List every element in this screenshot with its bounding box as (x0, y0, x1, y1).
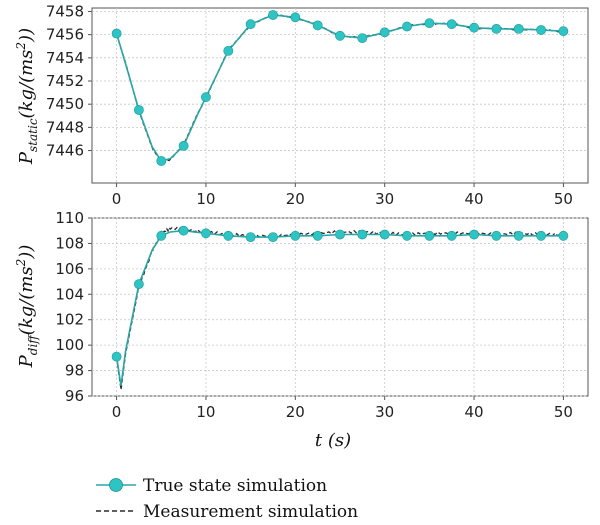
x-axis-label: t (s) (315, 430, 351, 451)
data-point-true-state (312, 230, 323, 241)
data-point-true-state (335, 229, 345, 240)
legend: True state simulation Measurement simula… (96, 476, 358, 522)
data-point-true-state (312, 20, 323, 31)
data-point-true-state (379, 229, 390, 240)
legend-item-true-state: True state simulation (96, 476, 327, 496)
data-point-true-state (111, 28, 122, 39)
top-y-axis-label: Pstatic(kg/(ms2)) (14, 28, 40, 165)
data-point-true-state (536, 25, 546, 35)
top-x-ticks: 0 10 20 30 40 50 (112, 183, 573, 208)
y-tick-label: 104 (55, 285, 84, 303)
x-tick-label: 10 (196, 403, 215, 421)
data-point-true-state (536, 230, 546, 241)
data-point-true-state (223, 230, 234, 241)
data-point-true-state (290, 230, 301, 241)
data-point-true-state (446, 230, 457, 241)
x-tick-label: 20 (286, 190, 305, 208)
y-tick-label: 7452 (46, 72, 84, 90)
top-panel: 7446 7448 7450 7452 7454 7456 7458 0 10 20 30 40 50… (14, 2, 589, 208)
y-tick-label: 96 (65, 387, 84, 405)
data-point-true-state (268, 10, 278, 20)
y-tick-label: 108 (55, 234, 84, 252)
y-tick-label: 7446 (46, 142, 84, 160)
bottom-x-ticks: 0 10 20 30 40 50 (112, 396, 573, 421)
data-point-true-state (402, 21, 412, 32)
y-tick-label: 100 (55, 336, 84, 354)
x-tick-label: 40 (465, 190, 484, 208)
data-point-true-state (558, 230, 569, 241)
y-tick-label: 7454 (46, 49, 84, 67)
y-tick-label: 102 (55, 311, 84, 329)
bottom-plot-frame (91, 217, 589, 397)
legend-true-marker (109, 478, 123, 492)
data-point-true-state (424, 230, 435, 241)
y-tick-label: 7456 (46, 26, 84, 44)
bottom-grid (92, 217, 588, 397)
data-point-true-state (200, 228, 211, 239)
top-y-ticks: 7446 7448 7450 7452 7454 7456 7458 (46, 2, 92, 160)
data-point-true-state (513, 23, 524, 34)
data-point-true-state (245, 19, 256, 30)
y-tick-label: 106 (55, 260, 84, 278)
data-point-true-state (178, 225, 189, 236)
top-plot-frame (91, 7, 589, 184)
x-tick-label: 50 (554, 190, 573, 208)
x-tick-label: 0 (112, 190, 122, 208)
data-point-true-state (379, 27, 390, 38)
top-series (111, 10, 569, 166)
data-point-true-state (223, 46, 234, 56)
legend-label-true-state: True state simulation (143, 476, 327, 496)
data-point-true-state (357, 33, 368, 43)
series-line-true-state (115, 229, 564, 386)
data-point-true-state (133, 105, 144, 115)
data-point-true-state (357, 229, 368, 240)
data-point-true-state (491, 230, 502, 241)
y-tick-label: 7458 (46, 2, 84, 20)
legend-label-measurement: Measurement simulation (143, 502, 358, 522)
x-tick-label: 0 (112, 403, 122, 421)
data-point-true-state (156, 156, 167, 166)
legend-item-measurement: Measurement simulation (96, 502, 358, 522)
bottom-series (111, 225, 569, 390)
y-tick-label: 98 (65, 362, 84, 380)
data-point-true-state (469, 229, 479, 240)
data-point-true-state (290, 12, 301, 23)
data-point-true-state (268, 232, 278, 242)
data-point-true-state (424, 18, 435, 28)
y-tick-label: 7450 (46, 95, 84, 113)
x-tick-label: 50 (554, 403, 573, 421)
data-point-true-state (156, 230, 167, 241)
data-point-true-state (513, 230, 524, 241)
data-point-true-state (491, 23, 502, 34)
data-point-true-state (200, 92, 211, 103)
data-point-true-state (111, 351, 122, 362)
top-grid (92, 8, 588, 183)
x-tick-label: 30 (375, 190, 394, 208)
y-tick-label: 110 (55, 209, 84, 227)
data-point-true-state (178, 140, 189, 151)
data-point-true-state (402, 230, 412, 241)
data-point-true-state (469, 22, 479, 33)
data-point-true-state (133, 279, 144, 289)
data-point-true-state (446, 19, 457, 30)
data-point-true-state (335, 30, 345, 41)
bottom-panel: 96 98 100 102 104 106 108 110 0 10 20 30 40 50 Pdiff… (14, 209, 589, 451)
x-tick-label: 30 (375, 403, 394, 421)
series-line-measurement (115, 225, 564, 390)
x-tick-label: 20 (286, 403, 305, 421)
x-tick-label: 40 (465, 403, 484, 421)
data-point-true-state (245, 232, 256, 242)
y-tick-label: 7448 (46, 118, 84, 136)
bottom-y-ticks: 96 98 100 102 104 106 108 110 (55, 209, 92, 405)
x-tick-label: 10 (196, 190, 215, 208)
bottom-y-axis-label: Pdiff(kg/(ms2)) (14, 245, 40, 369)
data-point-true-state (558, 26, 569, 37)
